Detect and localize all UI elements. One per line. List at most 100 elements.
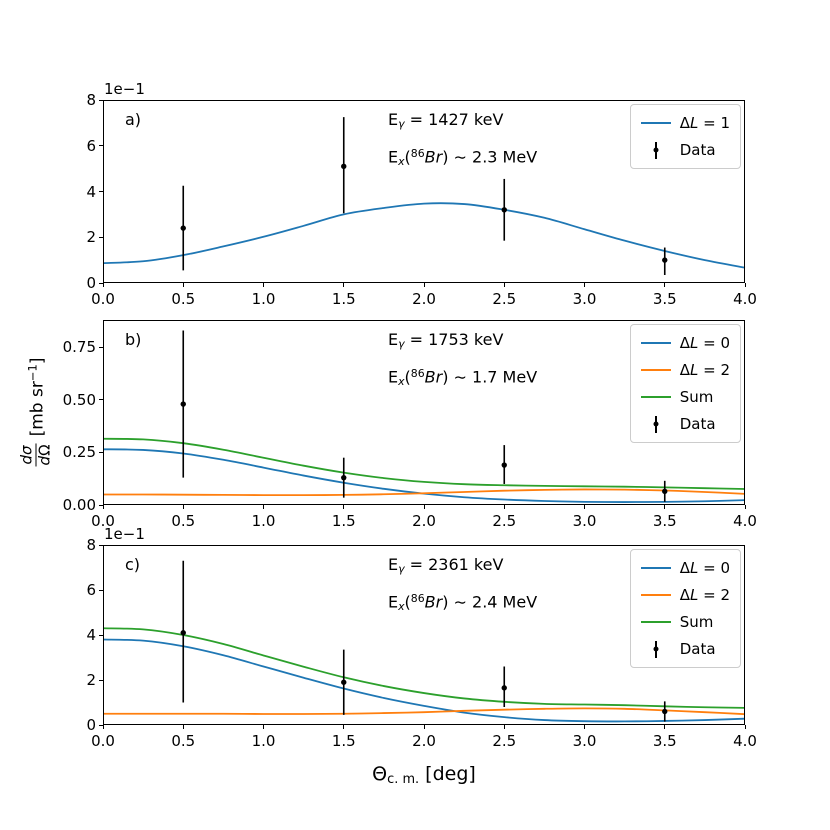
legend-errorbar-sample [641,414,671,434]
y-tick-mark [99,544,103,546]
x-tick-mark [182,283,184,287]
text-part: Br [424,592,443,612]
text-part: L [689,114,699,132]
text-part: L [689,559,699,577]
text-part: Δ [679,586,690,604]
axes-frame [103,320,745,505]
errorbar-glyph [653,415,659,433]
x-tick-label: 1.5 [331,732,356,750]
axis-offset-text: 1e−1 [104,80,145,98]
legend-line [640,567,671,569]
y-tick-label: 4 [86,626,96,644]
legend-item-data: Data [641,638,730,660]
x-tick-label: 4.0 [733,290,757,308]
legend-line-sample [640,360,671,380]
text-part: −1 [25,364,40,382]
y-tick-label: 4 [86,182,96,201]
panel-label: c) [125,555,141,574]
data-marker [501,685,507,691]
data-marker [180,401,186,407]
text-part: ) ∼ 1.7 MeV [442,367,538,387]
ylabel-numerator: dσ [17,443,37,467]
x-tick-mark [102,725,104,729]
y-tick-mark [99,346,103,348]
ylabel-fraction: dσ dΩ [17,443,54,467]
legend-line-sample [640,387,671,407]
data-marker [341,679,347,685]
text-part: = 0 [698,559,730,577]
y-tick-label: 0 [86,716,96,734]
text-part: γ [398,562,405,576]
x-tick-mark [584,505,585,509]
legend-item: Sum [640,386,730,408]
x-tick-label: 0.0 [91,512,115,530]
curve-Sum [102,627,746,709]
x-tick-label: 1.5 [331,512,356,530]
x-tick-label: 4.0 [733,512,757,530]
annotation-line: Ex(86Br) ∼ 1.7 MeV [388,359,537,396]
text-part: E [388,110,399,129]
curve-ΔL = 2 [102,488,746,497]
text-part: = 1753 keV [404,330,504,349]
annotation-line: Eγ = 2361 keV [388,550,537,584]
x-tick-label: 3.5 [652,732,677,750]
text-part: 86 [410,366,425,380]
plot-area-c [102,560,746,723]
x-tick-mark [102,505,104,509]
legend-line-sample [640,585,671,605]
data-marker [662,488,668,495]
curve-ΔL = 1 [102,202,746,269]
errorbar-glyph [653,640,659,658]
curve-ΔL = 0 [102,638,746,723]
x-tick-mark [343,725,345,729]
x-tick-label: 2.5 [492,732,517,750]
y-tick-label: 6 [86,581,96,599]
x-tick-label: 0.5 [171,290,196,308]
panel-label: a) [125,110,142,129]
y-tick-mark [99,399,103,401]
x-tick-label: 3.0 [572,290,597,308]
legend-line [640,594,671,596]
legend-label: ΔL = 2 [680,586,730,604]
x-tick-mark [503,505,505,509]
data-marker [662,708,668,715]
legend-item: ΔL = 1 [640,112,730,134]
subplot-b: 0.0 0.5 1.0 1.5 2.0 2.5 3.0 3.5 4.0 0.00 0.25 0.50 0… [63,320,757,530]
y-tick-mark [99,589,103,591]
x-tick-label: 2.0 [412,512,436,530]
y-tick-mark [99,634,103,636]
y-tick-mark [99,99,103,101]
y-tick-label: 0.25 [62,443,96,462]
text-part: = 0 [698,334,730,352]
text-part: d [17,454,36,465]
text-part: E [388,147,399,167]
x-tick-mark [423,725,425,729]
y-tick-mark [99,724,103,726]
text-part: ( [404,147,411,167]
text-part: Δ [679,114,690,132]
legend-line [640,621,671,623]
text-part: 86 [410,146,425,160]
legend-label: Data [679,640,716,658]
x-tick-mark [263,725,264,729]
text-part: L [689,361,699,379]
text-part: E [388,592,399,612]
text-part: Sum [679,613,714,631]
x-tick-label: 1.0 [251,512,276,530]
text-part: γ [398,117,405,131]
ylabel-unit: [mb sr−1] [25,358,47,437]
y-tick-mark [99,451,103,453]
text-part: σ [17,445,36,455]
text-part: ( [404,367,411,387]
text-part: c. m. [387,772,420,788]
data-marker [341,474,347,481]
legend-line-sample [640,558,671,578]
text-part: x [398,154,405,168]
text-part: ) ∼ 2.4 MeV [442,592,538,612]
legend-item: Sum [640,611,730,633]
errorbar-dot-glyph [653,421,659,427]
text-part: x [398,599,405,613]
text-part: x [398,374,405,388]
y-tick-mark [99,679,103,681]
x-tick-label: 0.5 [171,732,196,750]
